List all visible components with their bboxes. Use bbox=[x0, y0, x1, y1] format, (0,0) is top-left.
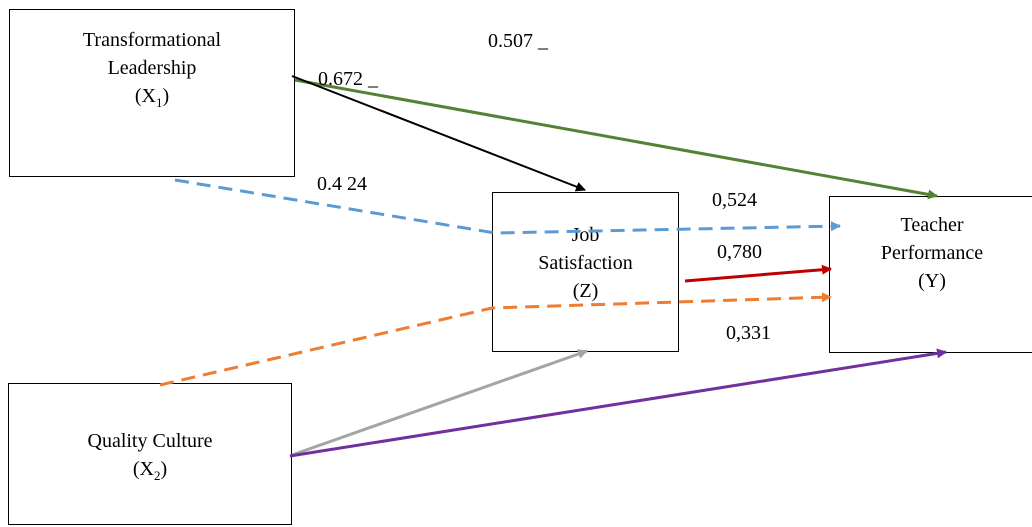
coefficient-z-to-y-top: 0,524 bbox=[712, 189, 757, 211]
coefficient-x1-via-z-to-y: 0.4 24 bbox=[317, 173, 367, 195]
coefficient-x2-via-z-to-y: 0,331 bbox=[726, 322, 771, 344]
arrow-x1-to-y bbox=[294, 78, 938, 200]
coefficient-x1-to-y: 0.507 _ bbox=[488, 30, 548, 52]
arrow-x2-to-y bbox=[289, 348, 947, 458]
node-transformational-leadership: Transformational Leadership (X1) bbox=[9, 9, 295, 177]
arrow-x1-to-z bbox=[291, 75, 586, 192]
node-z-line2: Satisfaction bbox=[538, 252, 633, 274]
node-y-line2: Performance bbox=[880, 242, 984, 264]
coefficient-x1-to-z: 0.672 _ bbox=[318, 68, 378, 90]
node-y-line3: (Y) bbox=[918, 270, 946, 292]
node-z-line1: Job bbox=[571, 224, 600, 246]
arrow-x2-to-z bbox=[291, 349, 588, 457]
node-x1-line3: (X1) bbox=[134, 85, 170, 110]
node-z-line3: (Z) bbox=[572, 280, 599, 302]
arrow-x1-via-z-to-y bbox=[174, 178, 841, 235]
node-x1-line2: Leadership bbox=[107, 57, 197, 79]
node-job-satisfaction: Job Satisfaction (Z) bbox=[492, 192, 679, 352]
node-x1-line1: Transformational bbox=[82, 29, 222, 51]
arrow-z-to-y bbox=[684, 264, 832, 283]
node-y-line1: Teacher bbox=[900, 214, 964, 236]
node-quality-culture: Quality Culture (X2) bbox=[8, 383, 292, 525]
node-x2-line2: (X2) bbox=[132, 458, 168, 483]
arrow-x2-via-z-to-y bbox=[159, 292, 832, 387]
coefficient-z-to-y: 0,780 bbox=[717, 241, 762, 263]
node-x2-line1: Quality Culture bbox=[87, 430, 213, 452]
